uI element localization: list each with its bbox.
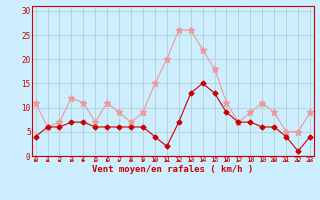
X-axis label: Vent moyen/en rafales ( km/h ): Vent moyen/en rafales ( km/h ) bbox=[92, 165, 253, 174]
